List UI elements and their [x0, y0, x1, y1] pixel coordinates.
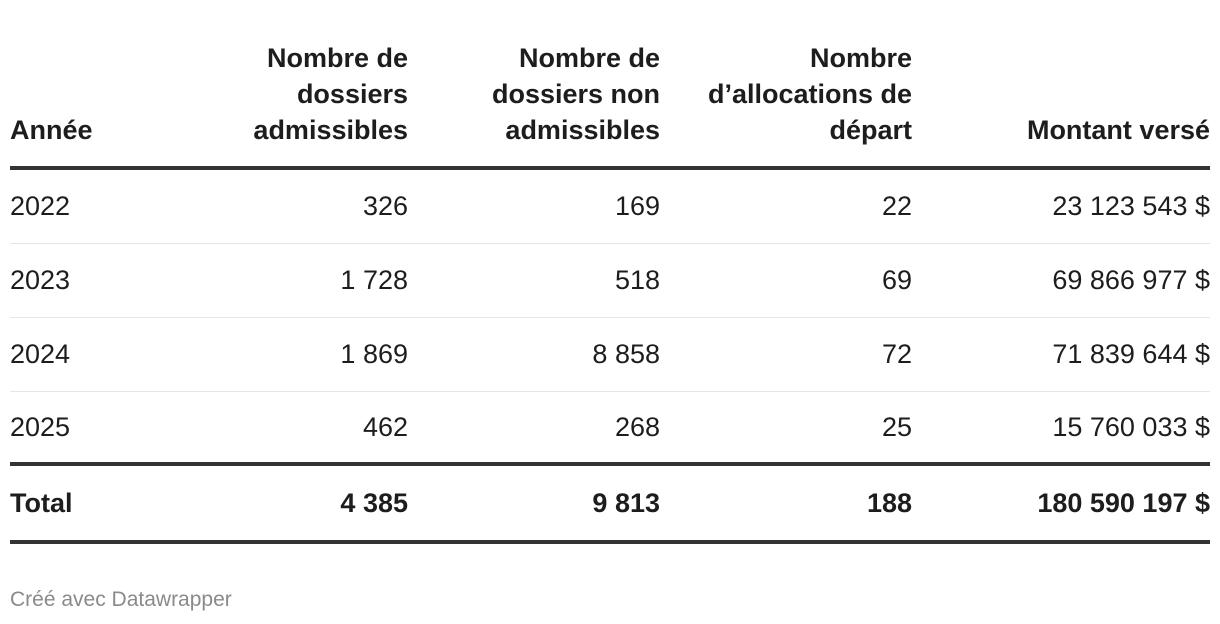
table-cell: 462	[362, 411, 408, 442]
table-cell: 518	[614, 265, 660, 295]
total-cell: 188	[866, 487, 912, 518]
table-row: 2023 1 728 518 69 69 866 977 $	[10, 244, 1210, 318]
table-cell: 2022	[10, 191, 71, 221]
table-cell: 71 839 644 $	[1052, 339, 1210, 369]
table-row: 2022 326 169 22 23 123 543 $	[10, 170, 1210, 244]
total-row: Total 4 385 9 813 188 180 590 197 $	[10, 466, 1210, 544]
table-cell: 69 866 977 $	[1052, 265, 1210, 295]
column-header-admissibles: Nombre de dossiers admissibles	[253, 43, 408, 145]
table-cell: 15 760 033 $	[1052, 411, 1210, 442]
table-cell: 72	[881, 339, 912, 369]
table-cell: 326	[362, 191, 408, 221]
column-header-non-admissibles: Nombre de dossiers non admissibles	[491, 43, 660, 145]
total-cell: 9 813	[592, 487, 660, 518]
table-cell: 268	[614, 411, 660, 442]
table-row: 2025 462 268 25 15 760 033 $	[10, 392, 1210, 466]
total-label: Total	[10, 487, 73, 518]
column-header-allocations: Nombre d’allocations de départ	[707, 43, 912, 145]
table-cell: 22	[881, 191, 912, 221]
table-cell: 23 123 543 $	[1052, 191, 1210, 221]
attribution-footer: Créé avec Datawrapper	[10, 588, 232, 611]
table-header: Année Nombre de dossiers admissibles Nom…	[10, 0, 1210, 170]
column-header-montant: Montant versé	[1026, 115, 1210, 145]
table-cell: 2023	[10, 265, 71, 295]
table-row: 2024 1 869 8 858 72 71 839 644 $	[10, 318, 1210, 392]
table-cell: 8 858	[592, 339, 660, 369]
data-table: Année Nombre de dossiers admissibles Nom…	[10, 0, 1210, 544]
column-header-annee: Année	[10, 115, 93, 145]
total-cell: 4 385	[340, 487, 408, 518]
table-cell: 2024	[10, 339, 71, 369]
table-cell: 169	[614, 191, 660, 221]
table-cell: 1 728	[340, 265, 408, 295]
table-cell: 2025	[10, 411, 71, 442]
table-cell: 1 869	[340, 339, 408, 369]
table-cell: 25	[881, 411, 912, 442]
table-cell: 69	[881, 265, 912, 295]
total-cell: 180 590 197 $	[1037, 487, 1210, 518]
